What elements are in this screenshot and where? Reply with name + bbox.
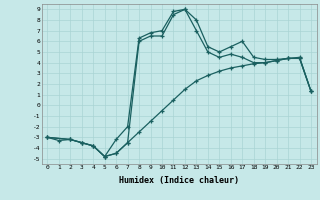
X-axis label: Humidex (Indice chaleur): Humidex (Indice chaleur) — [119, 176, 239, 185]
